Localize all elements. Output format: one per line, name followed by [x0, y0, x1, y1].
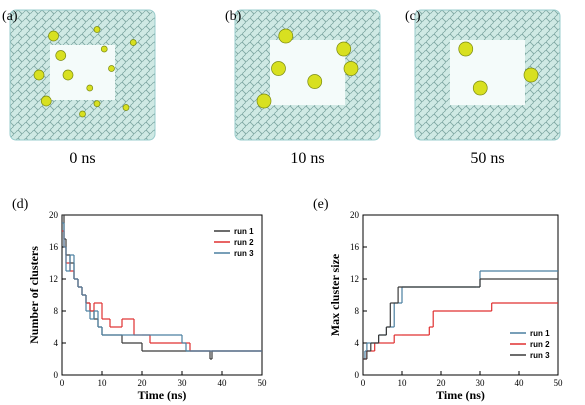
cluster-particle [256, 93, 272, 109]
cluster-particle [307, 74, 323, 89]
cluster-particle [458, 41, 474, 57]
y-tick-label: 20 [49, 210, 59, 220]
cluster-particle [108, 65, 115, 72]
cluster-particle [48, 30, 59, 42]
series-line [363, 270, 558, 360]
cluster-particle [93, 100, 101, 107]
cluster-particle [55, 50, 67, 61]
x-tick-label: 20 [437, 378, 447, 388]
y-tick-label: 12 [49, 274, 58, 284]
cluster-particle [343, 61, 359, 76]
legend-label: run 2 [530, 340, 550, 349]
cluster-particle [93, 26, 101, 33]
panel-label: (e) [313, 197, 329, 212]
y-tick-label: 0 [355, 370, 360, 380]
cluster-particle [129, 39, 137, 46]
series-line [62, 222, 262, 352]
x-axis-label: Time (ns) [436, 388, 485, 402]
x-axis-label: Time (ns) [138, 388, 187, 402]
cluster-particle [278, 28, 294, 44]
cluster-particle [40, 95, 52, 107]
cluster-particle [271, 61, 286, 76]
plot-frame [61, 214, 263, 376]
legend-label: run 1 [234, 227, 254, 236]
panel-label: (c) [405, 9, 421, 24]
series-line [62, 214, 262, 360]
x-tick-label: 50 [554, 378, 564, 388]
y-axis-label: Number of clusters [27, 246, 41, 344]
cluster-particle [336, 41, 352, 57]
cluster-particle [62, 69, 74, 81]
legend-label: run 2 [234, 238, 254, 247]
y-tick-label: 8 [355, 306, 360, 316]
panel-label: (a) [2, 9, 18, 24]
y-tick-label: 20 [350, 210, 360, 220]
y-tick-label: 4 [54, 338, 59, 348]
series-line [363, 302, 558, 360]
x-tick-label: 0 [60, 378, 65, 388]
cluster-particle [472, 80, 488, 96]
snapshot-caption: 10 ns [290, 150, 324, 167]
legend-label: run 3 [530, 351, 550, 360]
x-tick-label: 10 [98, 378, 108, 388]
x-tick-label: 40 [515, 378, 525, 388]
cluster-particle [523, 67, 539, 83]
x-tick-label: 20 [138, 378, 148, 388]
cluster-particle [100, 45, 108, 53]
y-tick-label: 16 [49, 242, 59, 252]
cluster-particle [122, 104, 130, 111]
x-tick-label: 50 [258, 378, 268, 388]
y-tick-label: 16 [350, 242, 360, 252]
x-tick-label: 30 [178, 378, 188, 388]
x-tick-label: 30 [476, 378, 486, 388]
snapshot-caption: 50 ns [470, 150, 504, 167]
legend-label: run 3 [234, 249, 254, 258]
x-tick-label: 40 [218, 378, 228, 388]
cluster-particle [79, 110, 86, 118]
series-line [62, 230, 262, 352]
cluster-particle [33, 69, 45, 81]
x-tick-label: 10 [398, 378, 408, 388]
y-tick-label: 8 [54, 306, 59, 316]
panel-label: (b) [225, 9, 242, 24]
series-line [363, 278, 558, 360]
y-tick-label: 12 [350, 274, 359, 284]
cluster-particle [86, 84, 94, 92]
snapshot-caption: 0 ns [69, 150, 95, 167]
y-axis-label: Max cluster size [328, 253, 342, 336]
plot-frame [362, 214, 559, 376]
legend-label: run 1 [530, 329, 550, 338]
x-tick-label: 0 [361, 378, 366, 388]
y-tick-label: 0 [54, 370, 59, 380]
y-tick-label: 4 [355, 338, 360, 348]
panel-label: (d) [12, 197, 29, 212]
